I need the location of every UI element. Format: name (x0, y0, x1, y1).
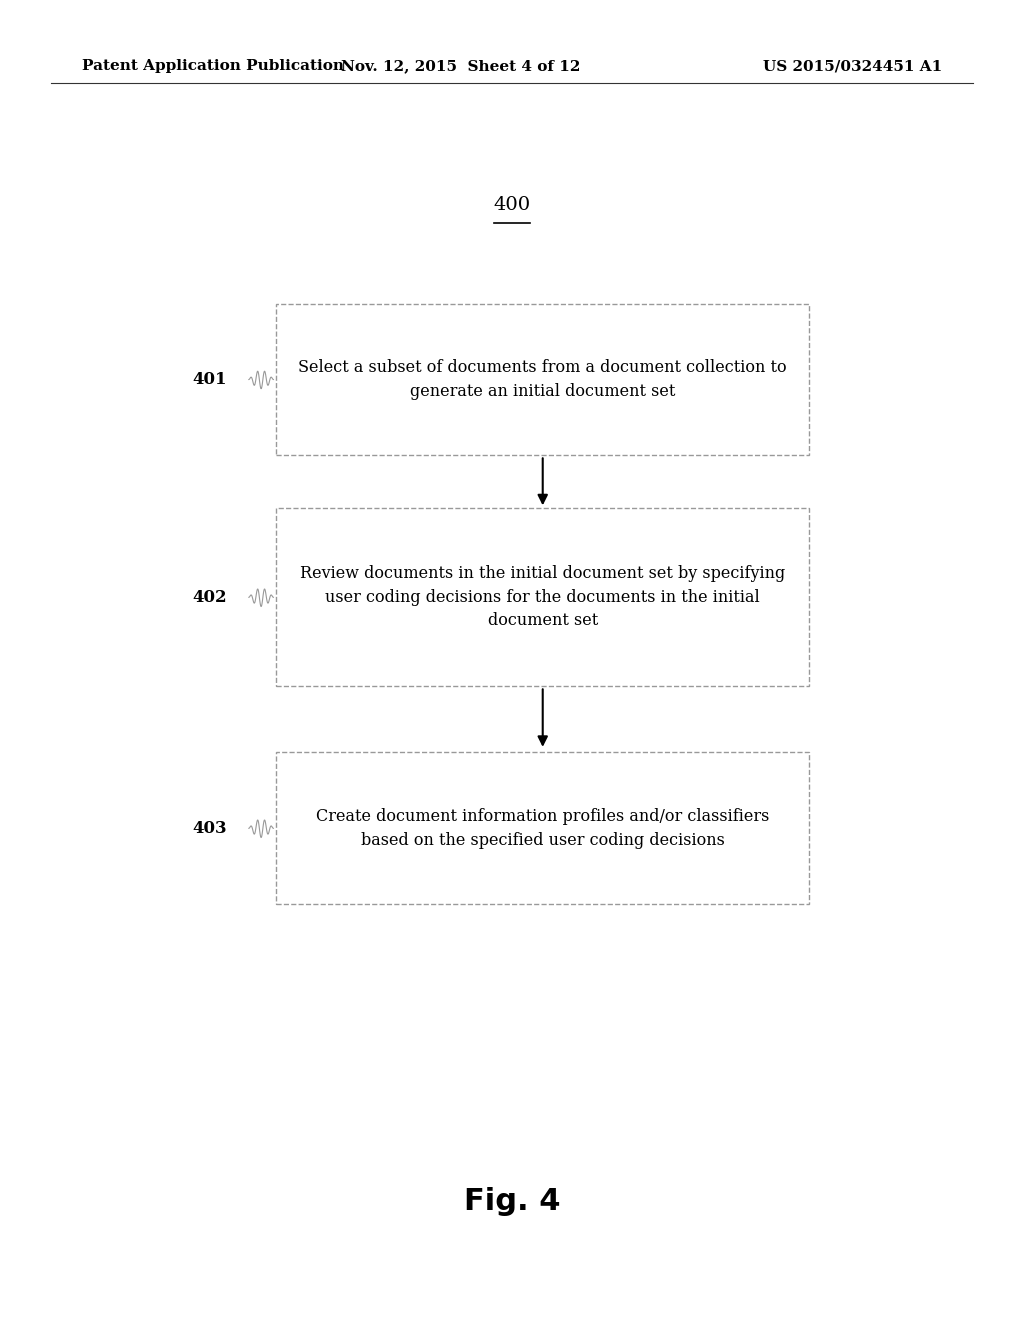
Text: US 2015/0324451 A1: US 2015/0324451 A1 (763, 59, 942, 74)
FancyBboxPatch shape (276, 508, 809, 686)
Text: Fig. 4: Fig. 4 (464, 1187, 560, 1216)
Text: 402: 402 (193, 589, 227, 606)
Text: 403: 403 (193, 820, 227, 837)
Text: Nov. 12, 2015  Sheet 4 of 12: Nov. 12, 2015 Sheet 4 of 12 (341, 59, 581, 74)
Text: Patent Application Publication: Patent Application Publication (82, 59, 344, 74)
Text: Create document information profiles and/or classifiers
based on the specified u: Create document information profiles and… (316, 808, 769, 849)
Text: Select a subset of documents from a document collection to
generate an initial d: Select a subset of documents from a docu… (298, 359, 787, 400)
Text: 401: 401 (193, 371, 227, 388)
Text: Review documents in the initial document set by specifying
user coding decisions: Review documents in the initial document… (300, 565, 785, 630)
FancyBboxPatch shape (276, 304, 809, 455)
FancyBboxPatch shape (276, 752, 809, 904)
Text: 400: 400 (494, 195, 530, 214)
